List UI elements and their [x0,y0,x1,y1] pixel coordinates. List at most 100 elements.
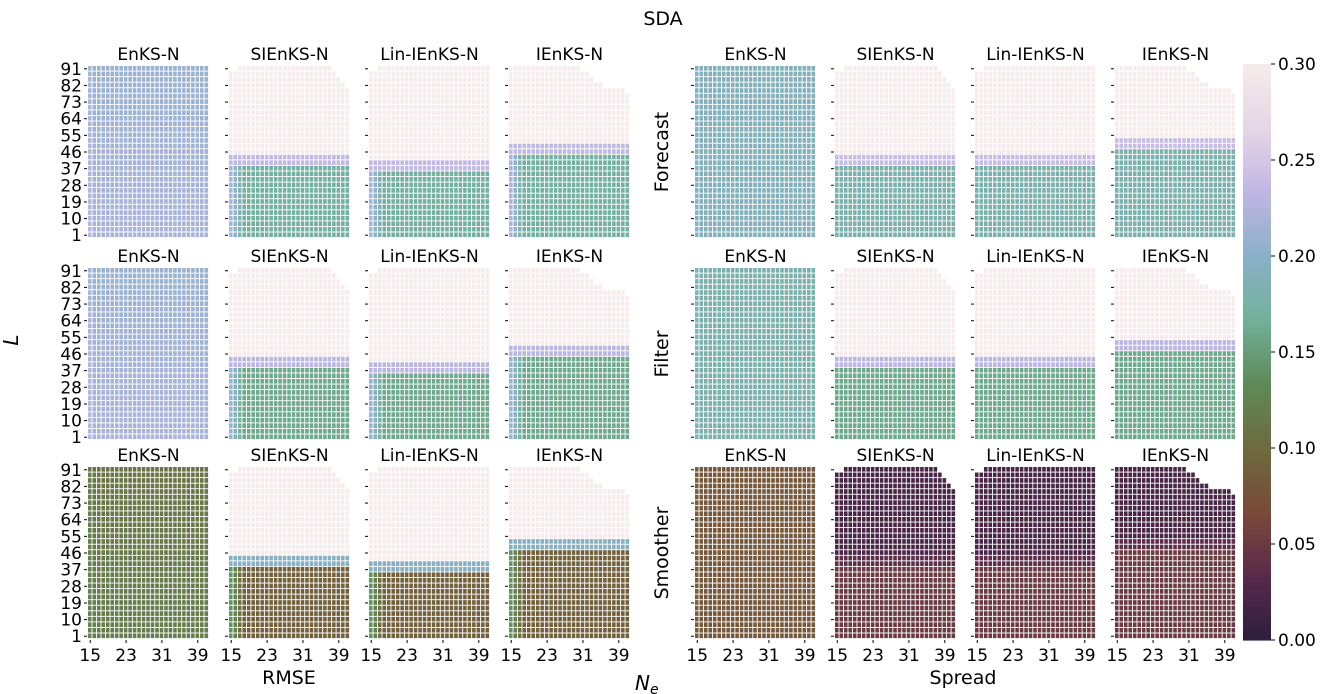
heatmap-cell [195,356,200,362]
heatmap-cell [526,66,531,71]
heatmap-cell [233,306,238,312]
heatmap-cell [168,390,173,395]
heatmap-cell [204,182,209,188]
heatmap-cell [476,99,481,104]
heatmap-cell [195,193,200,199]
heatmap-cell [251,188,255,193]
heatmap-cell [603,176,607,182]
heatmap-cell [341,188,345,193]
heatmap-cell [114,143,119,149]
heatmap-cell [191,428,195,434]
heatmap-cell [101,417,106,423]
heatmap-cell [476,171,481,177]
heatmap-cell [544,71,549,77]
heatmap-cell [96,423,101,428]
heatmap-cell [580,199,585,204]
heatmap-cell [287,149,291,154]
heatmap-cell [191,284,195,290]
heatmap-cell [513,149,518,154]
heatmap-cell [200,345,204,351]
heatmap-cell [177,226,182,232]
heatmap-cell [467,71,472,77]
heatmap-cell [146,77,150,82]
heatmap-cell [323,121,327,127]
heatmap-cell [237,115,242,121]
heatmap-cell [607,182,612,188]
heatmap-cell [603,115,607,121]
heatmap-cell [345,132,350,138]
heatmap-cell [164,434,168,440]
heatmap-cell [422,88,427,93]
heatmap-cell [251,165,255,171]
heatmap-cell [260,434,264,440]
heatmap-cell [123,401,128,406]
heatmap-cell [150,226,155,232]
heatmap-cell [273,160,278,165]
heatmap-cell [345,210,350,215]
heatmap-cell [522,77,527,82]
heatmap-cell [282,390,287,395]
heatmap-cell [164,401,168,406]
heatmap-cell [150,138,155,143]
heatmap-cell [305,284,309,290]
heatmap-cell [585,88,589,93]
heatmap-cell [309,323,314,329]
heatmap-cell [92,154,97,160]
heatmap-cell [186,362,191,367]
heatmap-cell [580,127,585,132]
heatmap-cell [318,367,323,373]
heatmap-cell [159,226,164,232]
heatmap-cell [369,226,373,232]
heatmap-cell [137,295,141,301]
heatmap-cell [309,199,314,204]
heatmap-cell [96,390,101,395]
heatmap-cell [309,232,314,238]
heatmap-cell [177,428,182,434]
heatmap-cell [296,154,300,160]
heatmap-cell [204,71,209,77]
heatmap-cell [517,204,522,210]
heatmap-cell [571,132,576,138]
heatmap-cell [164,160,168,165]
heatmap-cell [300,406,305,412]
heatmap-cell [242,138,247,143]
heatmap-cell [128,317,132,323]
heatmap-cell [92,390,97,395]
heatmap-cell [237,215,242,221]
heatmap-cell [509,121,513,127]
heatmap-cell [92,88,97,93]
heatmap-cell [327,384,332,390]
heatmap-cell [571,127,576,132]
heatmap-cell [558,121,562,127]
heatmap-cell [269,362,273,367]
heatmap-cell [513,88,518,93]
heatmap-cell [229,121,233,127]
heatmap-cell [168,143,173,149]
heatmap-cell [273,390,278,395]
heatmap-cell [182,104,186,110]
heatmap-cell [395,104,400,110]
heatmap-cell [150,104,155,110]
heatmap-cell [159,138,164,143]
heatmap-cell [341,115,345,121]
heatmap-cell [318,390,323,395]
heatmap-cell [463,182,467,188]
heatmap-cell [377,127,382,132]
heatmap-cell [427,138,431,143]
heatmap-cell [625,115,630,121]
heatmap-cell [544,66,549,71]
heatmap-cell [233,423,238,428]
heatmap-cell [110,104,114,110]
heatmap-cell [191,351,195,356]
heatmap-cell [251,138,255,143]
heatmap-cell [155,323,159,329]
heatmap-cell [269,115,273,121]
heatmap-cell [182,110,186,116]
heatmap-cell [251,182,255,188]
heatmap-cell [305,226,309,232]
heatmap-cell [146,351,150,356]
heatmap-cell [373,77,378,82]
heatmap-cell [327,165,332,171]
heatmap-cell [296,323,300,329]
heatmap-cell [251,434,255,440]
